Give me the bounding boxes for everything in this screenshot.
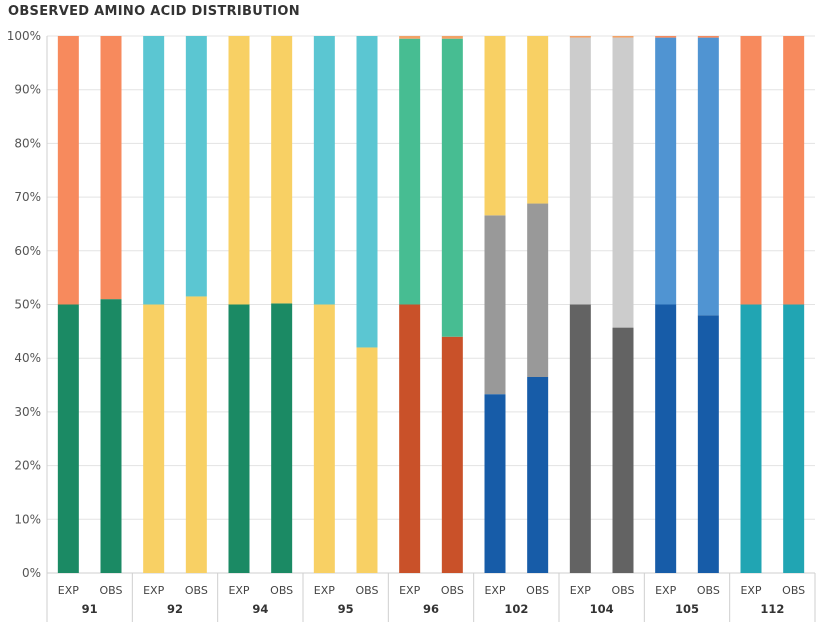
bar-segment: [228, 304, 250, 573]
bar-label: EXP: [228, 584, 249, 597]
bar-label: OBS: [782, 584, 805, 597]
bar-segment: [441, 336, 463, 573]
y-tick-label: 70%: [14, 190, 41, 204]
bar-segment: [697, 36, 719, 38]
bar-segment: [271, 303, 293, 573]
bar-segment: [57, 304, 79, 573]
bar-label: EXP: [570, 584, 591, 597]
bar-label: EXP: [484, 584, 505, 597]
group-label: 105: [675, 602, 699, 616]
y-tick-label: 80%: [14, 136, 41, 150]
bar-segment: [783, 304, 805, 573]
y-tick-label: 10%: [14, 512, 41, 526]
bar-segment: [527, 376, 549, 573]
bar-segment: [740, 36, 762, 305]
bar-segment: [399, 38, 421, 305]
bar-label: OBS: [356, 584, 379, 597]
bar-segment: [441, 36, 463, 39]
y-tick-label: 0%: [22, 566, 41, 580]
chart-title: OBSERVED AMINO ACID DISTRIBUTION: [8, 4, 300, 19]
y-tick-label: 50%: [14, 298, 41, 312]
bar-segment: [484, 215, 506, 395]
bar-label: EXP: [314, 584, 335, 597]
bar-segment: [612, 37, 634, 328]
bar-segment: [569, 36, 591, 38]
bar-label: EXP: [58, 584, 79, 597]
bar-segment: [356, 347, 378, 573]
bar-segment: [185, 296, 207, 573]
group-label: 112: [760, 602, 784, 616]
bar-segment: [100, 36, 122, 300]
y-tick-label: 30%: [14, 405, 41, 419]
bar-label: OBS: [185, 584, 208, 597]
bar-segment: [185, 36, 207, 297]
bar-segment: [655, 304, 677, 573]
bar-label: OBS: [697, 584, 720, 597]
bar-segment: [569, 304, 591, 573]
bar-segment: [100, 299, 122, 573]
bar-label: OBS: [100, 584, 123, 597]
bar-segment: [441, 38, 463, 337]
y-tick-label: 40%: [14, 351, 41, 365]
y-tick-label: 20%: [14, 459, 41, 473]
bar-segment: [313, 304, 335, 573]
bar-label: EXP: [399, 584, 420, 597]
group-label: 104: [590, 602, 614, 616]
group-label: 91: [82, 602, 98, 616]
bar-segment: [271, 36, 293, 304]
bar-segment: [697, 315, 719, 573]
bar-segment: [57, 36, 79, 305]
bar-segment: [783, 36, 805, 305]
y-tick-label: 90%: [14, 83, 41, 97]
bar-segment: [612, 36, 634, 38]
bar-segment: [399, 304, 421, 573]
bar-segment: [228, 36, 250, 305]
bar-segment: [399, 36, 421, 39]
bar-label: OBS: [441, 584, 464, 597]
bar-label: OBS: [612, 584, 635, 597]
bar-segment: [655, 37, 677, 305]
bar-segment: [313, 36, 335, 305]
y-tick-label: 60%: [14, 244, 41, 258]
bar-segment: [484, 36, 506, 216]
bar-segment: [527, 36, 549, 204]
bar-segment: [527, 203, 549, 377]
bar-label: EXP: [655, 584, 676, 597]
bar-segment: [697, 37, 719, 316]
bar-segment: [356, 36, 378, 348]
bar-segment: [740, 304, 762, 573]
group-label: 92: [167, 602, 183, 616]
bar-segment: [612, 327, 634, 573]
y-tick-label: 100%: [7, 29, 41, 43]
bar-segment: [655, 36, 677, 38]
bar-segment: [569, 37, 591, 305]
group-label: 96: [423, 602, 439, 616]
bar-label: OBS: [270, 584, 293, 597]
bar-label: OBS: [526, 584, 549, 597]
bar-segment: [143, 304, 165, 573]
group-label: 95: [338, 602, 354, 616]
bar-label: EXP: [143, 584, 164, 597]
bar-segment: [143, 36, 165, 305]
bar-segment: [484, 394, 506, 573]
group-label: 94: [252, 602, 268, 616]
group-label: 102: [504, 602, 528, 616]
bar-label: EXP: [740, 584, 761, 597]
